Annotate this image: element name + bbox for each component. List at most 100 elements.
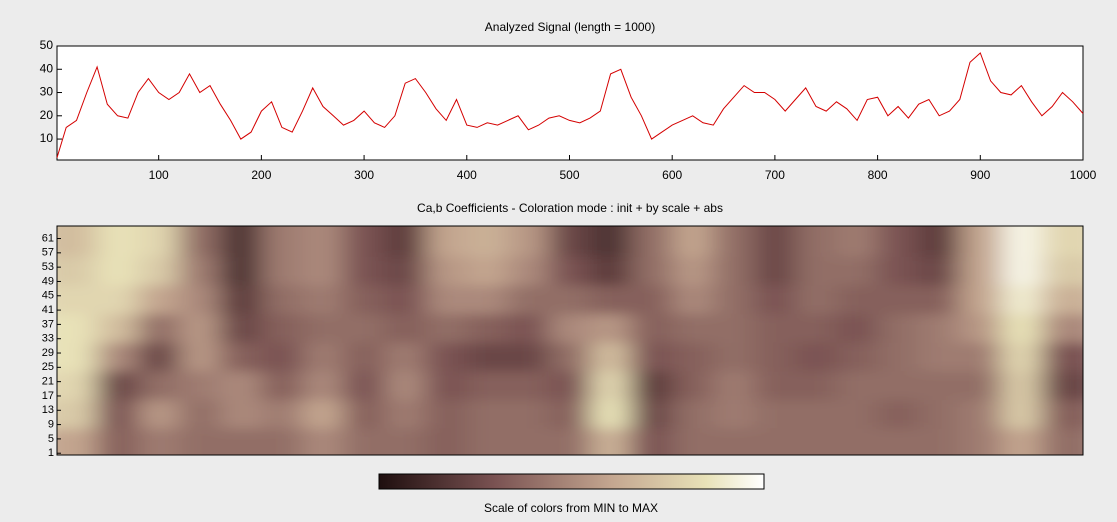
heat-cell	[466, 256, 509, 286]
heat-cell	[261, 342, 303, 372]
heat-cell	[384, 370, 427, 401]
x-tick-label: 300	[354, 168, 374, 182]
heat-cell	[877, 428, 920, 455]
heat-cell	[97, 399, 139, 429]
heat-cell	[836, 285, 879, 315]
y-tick-label: 13	[42, 404, 54, 416]
y-tick-label: 21	[42, 376, 54, 388]
heat-cell	[302, 256, 345, 286]
heat-cell	[795, 226, 838, 257]
heat-cell	[959, 256, 1002, 286]
heat-cell	[959, 342, 1002, 372]
heat-cell	[507, 370, 550, 401]
heat-cell	[672, 256, 714, 286]
heat-cell	[548, 370, 591, 401]
heat-cell	[179, 399, 221, 429]
heatmap	[57, 226, 1083, 455]
heat-cell	[97, 370, 139, 401]
heat-cell	[179, 285, 221, 315]
heat-cell	[713, 428, 755, 455]
heat-cell	[1041, 342, 1083, 372]
heat-cell	[507, 399, 550, 429]
heat-cell	[548, 313, 591, 343]
heat-cell	[425, 399, 468, 429]
heat-cell	[466, 428, 509, 455]
y-tick-label: 61	[42, 232, 54, 244]
heat-cell	[672, 428, 714, 455]
heat-cell	[343, 226, 386, 257]
heat-cell	[343, 313, 386, 343]
heat-cell	[466, 342, 509, 372]
heat-cell	[713, 370, 755, 401]
heat-cell	[302, 428, 345, 455]
heat-cell	[1000, 370, 1043, 401]
x-tick-label: 800	[868, 168, 888, 182]
x-tick-label: 100	[149, 168, 169, 182]
heat-cell	[507, 285, 550, 315]
heat-cell	[754, 399, 796, 429]
signal-axes	[56, 45, 1084, 161]
heat-cell	[179, 226, 221, 257]
heat-cell	[1000, 399, 1043, 429]
heat-cell	[631, 285, 673, 315]
heat-cell	[302, 313, 345, 343]
heat-cell	[672, 313, 714, 343]
heat-cell	[466, 226, 509, 257]
heat-cell	[138, 285, 180, 315]
heat-cell	[1041, 256, 1083, 286]
heat-cell	[713, 342, 755, 372]
y-tick-label: 50	[40, 38, 54, 52]
heat-cell	[672, 226, 714, 257]
heat-cell	[179, 370, 221, 401]
heat-cell	[795, 428, 838, 455]
heat-cell	[138, 342, 180, 372]
heat-cell	[1041, 285, 1083, 315]
heat-cell	[1000, 285, 1043, 315]
heat-cell	[877, 399, 920, 429]
heat-cell	[261, 428, 303, 455]
y-tick-label: 53	[42, 261, 54, 273]
heat-cell	[754, 226, 796, 257]
heat-cell	[590, 256, 632, 286]
heat-cell	[548, 428, 591, 455]
heat-cell	[220, 313, 262, 343]
heat-cell	[302, 226, 345, 257]
heat-cell	[1000, 226, 1043, 257]
heat-cell	[590, 313, 632, 343]
heat-cell	[384, 285, 427, 315]
colorbar	[378, 473, 765, 490]
heat-cell	[179, 256, 221, 286]
heat-cell	[754, 285, 796, 315]
heat-cell	[425, 342, 468, 372]
heat-cell	[631, 428, 673, 455]
heat-cell	[918, 285, 961, 315]
heat-cell	[918, 256, 961, 286]
heat-cell	[384, 226, 427, 257]
heat-cell	[754, 342, 796, 372]
heat-cell	[220, 256, 262, 286]
heat-cell	[179, 342, 221, 372]
heat-cell	[138, 313, 180, 343]
heat-cell	[57, 256, 98, 286]
heat-cell	[713, 285, 755, 315]
heat-cell	[343, 399, 386, 429]
heat-cell	[877, 226, 920, 257]
heat-cell	[1000, 342, 1043, 372]
y-tick-label: 25	[42, 361, 54, 373]
heat-cell	[302, 399, 345, 429]
heat-cell	[138, 226, 180, 257]
heat-cell	[754, 428, 796, 455]
heat-cell	[590, 399, 632, 429]
heat-cell	[384, 256, 427, 286]
y-tick-label: 30	[40, 85, 54, 99]
heat-cell	[220, 285, 262, 315]
heat-cell	[959, 285, 1002, 315]
heat-cell	[466, 399, 509, 429]
heat-cell	[57, 428, 98, 455]
heat-cell	[97, 313, 139, 343]
y-tick-label: 20	[40, 108, 54, 122]
heat-cell	[672, 285, 714, 315]
heat-cell	[631, 370, 673, 401]
heat-cell	[384, 399, 427, 429]
heat-cell	[918, 313, 961, 343]
